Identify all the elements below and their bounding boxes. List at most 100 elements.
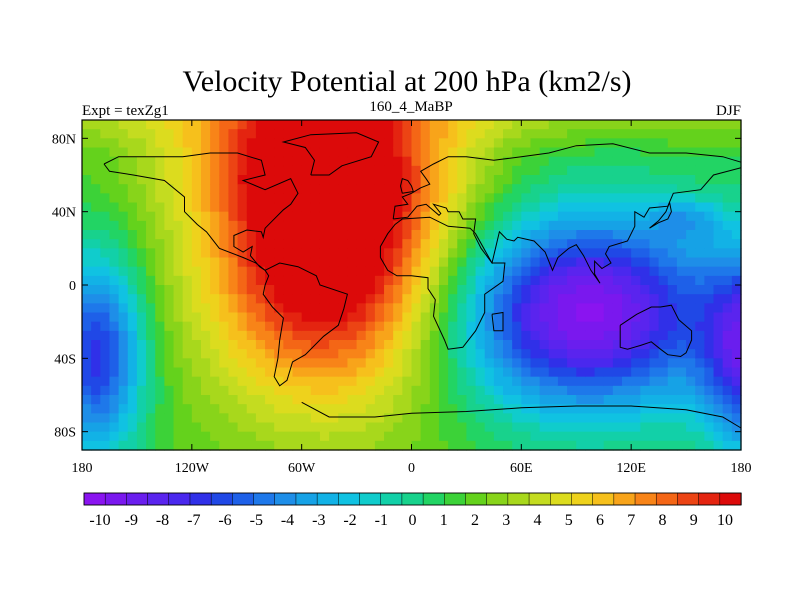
field-cell: [521, 376, 532, 387]
field-cell: [255, 193, 266, 204]
field-cell: [292, 193, 303, 204]
field-cell: [301, 129, 312, 139]
field-cell: [301, 303, 312, 314]
field-cell: [631, 275, 641, 286]
field-cell: [274, 230, 284, 240]
field-cell: [622, 285, 632, 295]
field-cell: [512, 275, 522, 286]
field-cell: [622, 211, 632, 222]
field-cell: [365, 340, 376, 350]
field-cell: [384, 294, 394, 304]
field-cell: [246, 175, 257, 185]
field-cell: [164, 385, 175, 396]
field-cell: [237, 303, 248, 314]
field-cell: [585, 395, 596, 405]
field-cell: [503, 340, 513, 350]
field-cell: [146, 376, 156, 387]
field-cell: [237, 312, 248, 323]
field-cell: [640, 211, 651, 222]
field-cell: [237, 202, 248, 213]
field-cell: [503, 330, 513, 341]
field-cell: [603, 275, 614, 286]
field-cell: [246, 395, 257, 405]
field-cell: [136, 257, 147, 268]
field-cell: [173, 165, 184, 176]
field-cell: [356, 367, 367, 378]
field-cell: [191, 165, 202, 176]
field-cell: [612, 395, 623, 405]
field-cell: [475, 147, 486, 158]
field-cell: [237, 248, 248, 259]
field-cell: [319, 358, 330, 369]
field-cell: [420, 120, 431, 130]
field-cell: [374, 349, 385, 359]
field-cell: [118, 349, 129, 359]
field-cell: [356, 147, 367, 158]
field-cell: [612, 285, 623, 295]
field-cell: [503, 275, 513, 286]
field-cell: [466, 349, 477, 359]
field-cell: [631, 129, 641, 139]
field-cell: [283, 220, 294, 231]
field-cell: [594, 257, 605, 268]
field-cell: [603, 422, 614, 433]
field-cell: [594, 285, 605, 295]
field-cell: [658, 156, 669, 167]
field-cell: [356, 220, 367, 231]
field-cell: [695, 156, 705, 167]
field-cell: [567, 156, 577, 167]
field-cell: [136, 340, 147, 350]
field-cell: [567, 266, 577, 277]
field-cell: [512, 395, 522, 405]
field-cell: [182, 385, 193, 396]
field-cell: [448, 266, 458, 277]
field-cell: [365, 395, 376, 405]
field-cell: [722, 431, 733, 442]
field-cell: [255, 395, 266, 405]
field-cell: [612, 303, 623, 314]
field-cell: [146, 175, 156, 185]
field-cell: [91, 376, 101, 387]
field-cell: [640, 129, 651, 139]
field-cell: [603, 230, 614, 240]
field-cell: [255, 248, 266, 259]
field-cell: [329, 275, 339, 286]
field-cell: [155, 266, 165, 277]
field-cell: [146, 220, 156, 231]
field-cell: [246, 147, 257, 158]
field-cell: [374, 266, 385, 277]
field-cell: [356, 422, 367, 433]
field-cell: [631, 385, 641, 396]
field-cell: [512, 147, 522, 158]
field-cell: [182, 147, 193, 158]
field-cell: [338, 376, 349, 387]
field-cell: [484, 385, 495, 396]
field-cell: [411, 239, 422, 249]
field-cell: [374, 340, 385, 350]
field-cell: [557, 211, 568, 222]
field-cell: [210, 120, 220, 130]
field-cell: [567, 230, 577, 240]
field-cell: [686, 220, 696, 231]
field-cell: [182, 413, 193, 424]
field-cell: [200, 202, 211, 213]
field-cell: [374, 294, 385, 304]
field-cell: [612, 294, 623, 304]
field-cell: [521, 184, 532, 194]
field-cell: [512, 330, 522, 341]
field-cell: [658, 165, 669, 176]
field-cell: [686, 248, 696, 259]
field-cell: [640, 230, 651, 240]
field-cell: [338, 349, 349, 359]
field-cell: [374, 385, 385, 396]
field-cell: [429, 330, 440, 341]
field-cell: [594, 266, 605, 277]
field-cell: [255, 175, 266, 185]
field-cell: [118, 330, 129, 341]
field-cell: [191, 440, 202, 451]
field-cell: [329, 431, 339, 442]
field-cell: [200, 395, 211, 405]
field-cell: [631, 230, 641, 240]
field-cell: [704, 294, 715, 304]
field-cell: [127, 431, 138, 442]
